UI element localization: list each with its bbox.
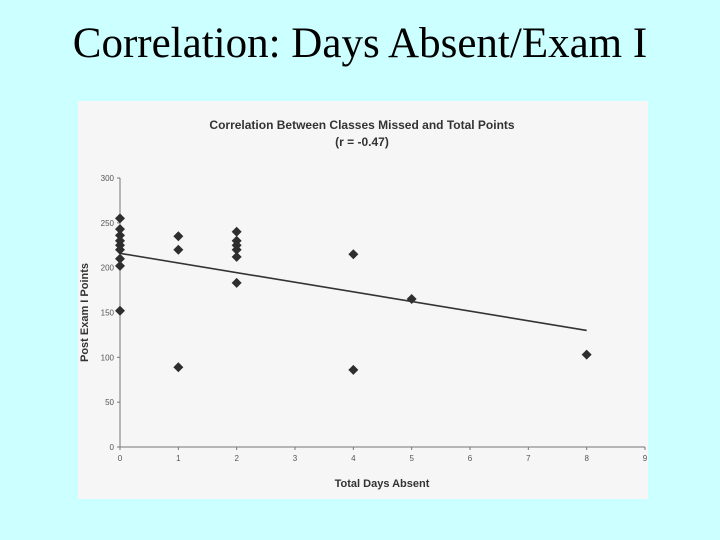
trend-line [119, 252, 587, 332]
y-axis-title: Post Exam I Points [79, 263, 91, 362]
data-point [115, 253, 125, 264]
data-point [173, 244, 184, 255]
axes: 0 1 2 3 4 5 6 7 8 9 0 50 100 150 200 250 300 [101, 174, 648, 463]
x-tick-label: 6 [468, 454, 473, 463]
y-tick-label: 0 [110, 443, 115, 452]
y-tick-label: 150 [101, 309, 115, 318]
data-point [348, 364, 359, 375]
x-tick-label: 0 [118, 454, 123, 463]
data-point [231, 277, 242, 288]
y-tick-label: 300 [101, 174, 115, 183]
chart-title: Correlation Between Classes Missed and T… [209, 118, 515, 132]
data-point [231, 226, 242, 237]
data-point [115, 305, 125, 316]
x-axis-title: Total Days Absent [335, 478, 430, 490]
data-point [115, 244, 125, 255]
chart-subtitle: (r = -0.47) [335, 135, 389, 149]
x-tick-label: 1 [176, 454, 181, 463]
x-tick-label: 4 [351, 454, 356, 463]
x-tick-label: 2 [234, 454, 239, 463]
data-point [406, 294, 417, 305]
y-tick-label: 50 [105, 398, 114, 407]
data-points [115, 213, 592, 375]
data-point [115, 213, 125, 224]
data-point [231, 251, 242, 262]
x-tick-label: 9 [643, 454, 648, 463]
data-point [348, 249, 359, 260]
x-tick-label: 3 [293, 454, 298, 463]
data-point [115, 230, 125, 241]
y-tick-label: 100 [101, 353, 115, 362]
data-point [173, 231, 184, 242]
data-point [115, 224, 125, 235]
data-point [115, 260, 125, 271]
chart-panel: Correlation Between Classes Missed and T… [78, 101, 648, 499]
x-tick-label: 7 [526, 454, 531, 463]
data-point [173, 362, 184, 373]
slide-title: Correlation: Days Absent/Exam I [72, 20, 648, 67]
x-tick-label: 8 [584, 454, 589, 463]
y-tick-label: 250 [101, 219, 115, 228]
scatter-chart: Correlation Between Classes Missed and T… [79, 118, 648, 490]
y-tick-label: 200 [101, 264, 115, 273]
x-tick-label: 5 [409, 454, 414, 463]
data-point [581, 349, 592, 360]
data-point [231, 244, 242, 255]
